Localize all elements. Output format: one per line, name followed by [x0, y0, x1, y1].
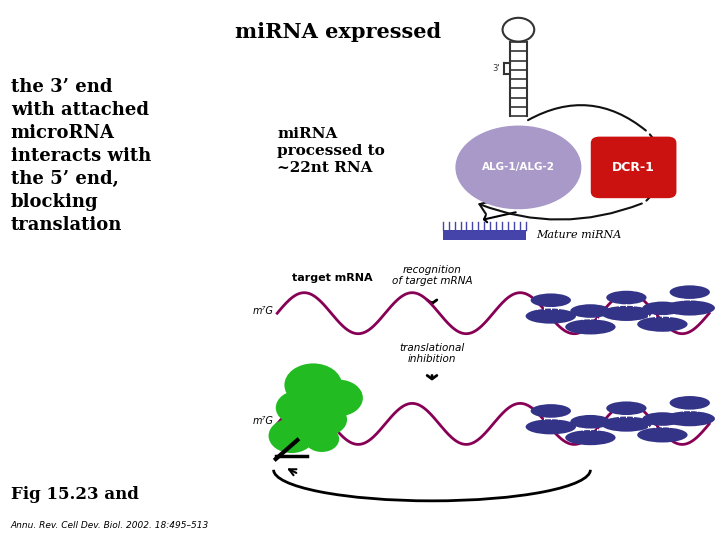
Text: DCR-1: DCR-1 [612, 161, 655, 174]
Text: target mRNA: target mRNA [292, 273, 372, 283]
Circle shape [284, 363, 342, 407]
Ellipse shape [665, 411, 715, 426]
Text: Annu. Rev. Cell Dev. Biol. 2002. 18:495–513: Annu. Rev. Cell Dev. Biol. 2002. 18:495–… [11, 521, 209, 530]
Text: m⁷G: m⁷G [253, 306, 274, 315]
Text: translational
inhibition: translational inhibition [400, 343, 464, 364]
FancyArrowPatch shape [480, 201, 642, 220]
Text: miRNA
processed to
~22nt RNA: miRNA processed to ~22nt RNA [277, 127, 385, 176]
Text: 3': 3' [492, 64, 500, 73]
Text: Fig 15.23 and: Fig 15.23 and [11, 486, 139, 503]
Ellipse shape [565, 319, 616, 334]
Ellipse shape [606, 401, 647, 415]
Ellipse shape [670, 396, 710, 410]
Ellipse shape [531, 293, 571, 307]
Ellipse shape [637, 427, 688, 442]
Ellipse shape [601, 416, 652, 431]
Bar [443, 230, 526, 240]
Text: the 3’ end
with attached
microRNA
interacts with
the 5’ end,
blocking
translatio: the 3’ end with attached microRNA intera… [11, 78, 151, 234]
Circle shape [305, 426, 339, 452]
Text: m⁷G: m⁷G [253, 416, 274, 426]
Text: ALG-1/ALG-2: ALG-1/ALG-2 [482, 163, 555, 172]
Text: miRNA expressed: miRNA expressed [235, 22, 441, 43]
Ellipse shape [642, 301, 683, 315]
Ellipse shape [570, 415, 611, 429]
Ellipse shape [642, 412, 683, 426]
FancyBboxPatch shape [590, 137, 677, 198]
Ellipse shape [670, 285, 710, 299]
Ellipse shape [570, 304, 611, 318]
Circle shape [314, 380, 363, 416]
Circle shape [276, 390, 322, 425]
Ellipse shape [606, 291, 647, 305]
Ellipse shape [665, 300, 715, 315]
FancyArrowPatch shape [528, 105, 646, 131]
Ellipse shape [637, 316, 688, 332]
FancyArrowPatch shape [647, 134, 664, 201]
Ellipse shape [565, 430, 616, 445]
Circle shape [269, 418, 315, 453]
Ellipse shape [526, 308, 576, 323]
Ellipse shape [601, 306, 652, 321]
Ellipse shape [526, 419, 576, 434]
Ellipse shape [531, 404, 571, 418]
Text: Mature miRNA: Mature miRNA [536, 230, 621, 240]
Circle shape [304, 403, 347, 436]
Ellipse shape [455, 125, 582, 210]
Text: recognition
of target mRNA: recognition of target mRNA [392, 265, 472, 286]
